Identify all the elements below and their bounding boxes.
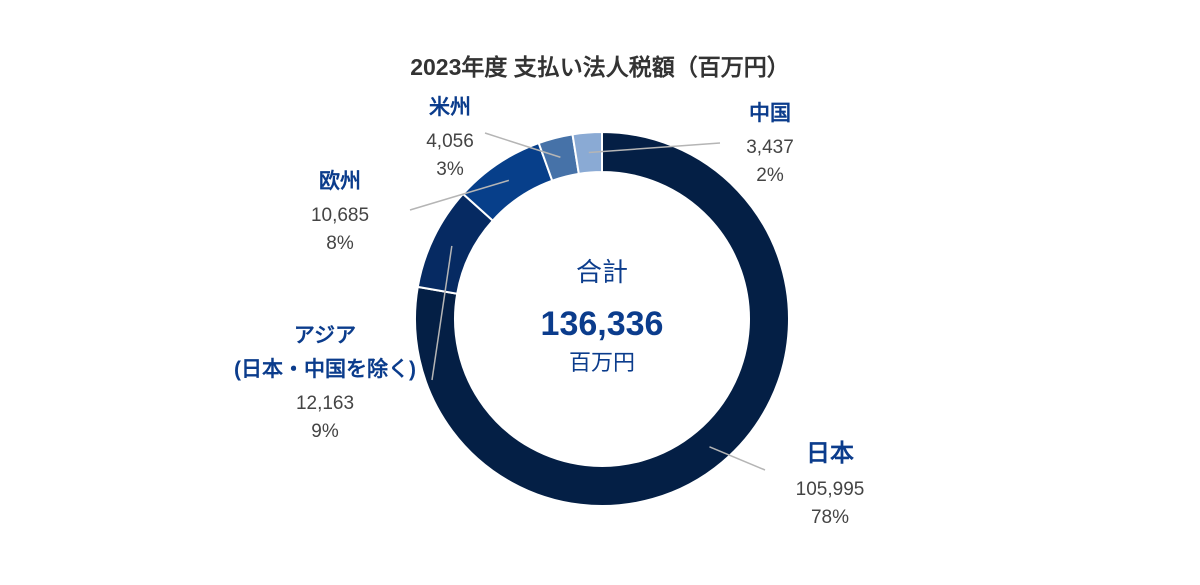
slice-name: 米州 — [429, 96, 471, 119]
center-unit: 百万円 — [568, 350, 635, 375]
slice-value: 3,437 — [746, 137, 794, 158]
slice-china — [571, 130, 603, 175]
slice-value: 10,685 — [310, 205, 370, 226]
center-value: 136,336 — [540, 305, 664, 343]
slice-value: 12,163 — [295, 393, 355, 414]
slice-name: 日本 — [806, 440, 854, 467]
leader-line-europe — [409, 179, 510, 211]
slice-percent: 8% — [326, 233, 354, 254]
slice-name: 中国 — [749, 102, 791, 125]
leader-line-china — [588, 142, 721, 154]
slice-name: アジア — [293, 324, 357, 347]
slice-percent: 2% — [756, 165, 784, 186]
data-label-americas: 米州 4,056 3% — [390, 94, 510, 184]
leader-line-americas — [484, 132, 561, 158]
chart-title: 2023年度 支払い法人税額（百万円） — [410, 54, 790, 80]
slice-percent: 9% — [311, 421, 339, 442]
data-label-asia: アジア (日本・中国を除く) 12,163 9% — [200, 322, 450, 446]
slice-name-sub: (日本・中国を除く) — [234, 358, 416, 381]
slice-japan — [414, 130, 790, 507]
slice-value: 4,056 — [426, 131, 474, 152]
data-label-japan: 日本 105,995 78% — [760, 440, 900, 532]
slice-name: 欧州 — [319, 170, 361, 193]
leader-line-japan — [709, 446, 766, 471]
data-label-europe: 欧州 10,685 8% — [280, 168, 400, 258]
slice-percent: 78% — [810, 507, 850, 528]
data-label-china: 中国 3,437 2% — [710, 100, 830, 190]
center-label: 合計 — [575, 257, 628, 287]
leader-line-asia — [431, 245, 453, 381]
slice-percent: 3% — [436, 159, 464, 180]
slice-value: 105,995 — [795, 479, 865, 500]
